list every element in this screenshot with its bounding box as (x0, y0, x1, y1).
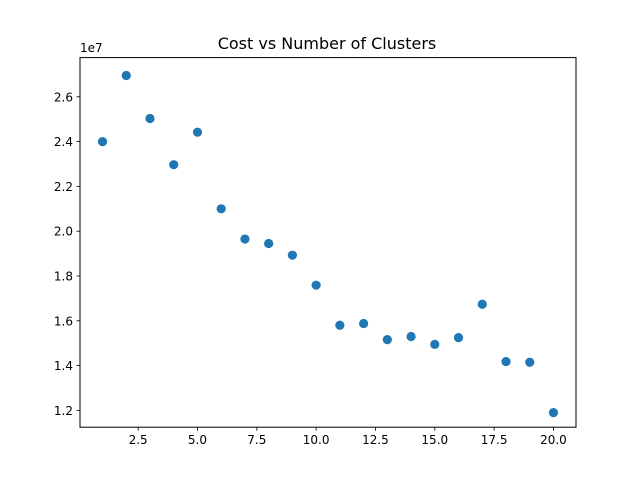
data-point (382, 335, 392, 345)
y-tick-label: 1.6 (54, 314, 73, 328)
data-point (406, 331, 416, 342)
data-point (216, 204, 226, 214)
x-tick-label: 7.5 (247, 433, 266, 447)
data-point (121, 70, 131, 81)
y-tick-label: 2.4 (54, 135, 73, 149)
data-point (501, 356, 511, 367)
data-point (477, 299, 487, 309)
data-point (430, 339, 440, 349)
data-point (453, 333, 464, 343)
x-tick-label: 2.5 (129, 433, 148, 447)
y-tick-label: 2.2 (54, 180, 73, 194)
x-tick-label: 12.5 (362, 433, 389, 447)
x-tick-label: 17.5 (481, 433, 508, 447)
data-point (169, 160, 179, 170)
y-tick-label: 2.0 (54, 225, 73, 239)
x-tick-label: 20.0 (540, 433, 567, 447)
chart-title: Cost vs Number of Clusters (218, 34, 437, 53)
data-point (335, 320, 345, 330)
data-point (358, 318, 369, 329)
axis-ticks: 2.5 5.0 7.5 10.0 12.5 15.0 17.5 20.0 1.2 1.4 1.6 1.… (54, 90, 567, 447)
data-point (548, 408, 559, 418)
x-tick-label: 10.0 (303, 433, 330, 447)
plot-frame (79, 57, 577, 428)
y-tick-label: 1.8 (54, 270, 73, 284)
data-point (287, 250, 298, 260)
y-tick-label: 1.2 (54, 404, 73, 418)
data-point (311, 280, 321, 290)
y-axis-offset-label: 1e7 (80, 41, 103, 55)
data-point (145, 113, 155, 124)
data-point (240, 234, 250, 244)
y-tick-label: 2.6 (54, 90, 73, 104)
data-point (192, 127, 203, 137)
x-tick-label: 5.0 (188, 433, 207, 447)
data-point (97, 137, 108, 147)
x-tick-label: 15.0 (421, 433, 448, 447)
data-point (525, 357, 535, 367)
y-tick-label: 1.4 (54, 359, 73, 373)
data-point (264, 238, 274, 249)
data-points (97, 70, 559, 418)
